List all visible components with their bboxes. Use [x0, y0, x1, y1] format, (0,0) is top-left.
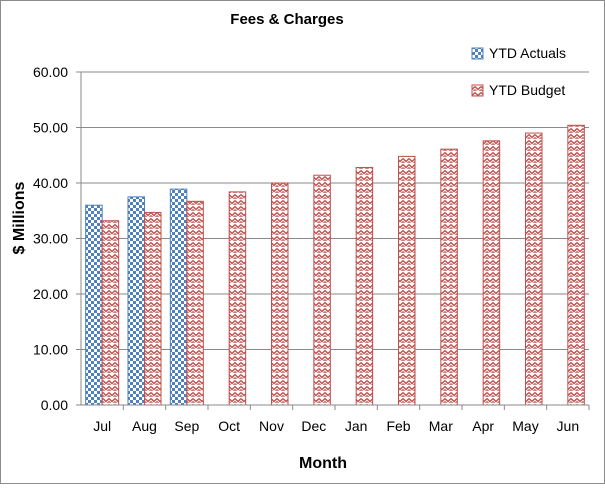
y-tick-label: 50.00	[33, 120, 68, 136]
x-tick-labels: Jul Aug Sep Oct Nov Dec Jan Feb Mar Apr May Jun	[93, 418, 579, 434]
legend-swatch-actuals	[471, 47, 484, 60]
legend-label-budget: YTD Budget	[489, 82, 565, 98]
bar-ytd-budget	[482, 140, 501, 406]
y-axis-label: $ Millions	[11, 181, 28, 254]
bar-ytd-budget	[228, 191, 247, 406]
bar-ytd-budget	[313, 174, 331, 406]
legend-swatch-budget	[471, 84, 484, 97]
bar-ytd-budget	[567, 124, 585, 406]
x-tick-label: Feb	[386, 418, 410, 434]
bar-ytd-actuals	[169, 188, 188, 406]
x-tick-label: Jan	[345, 418, 368, 434]
bar-ytd-budget	[101, 220, 120, 406]
x-tick-label: Apr	[472, 418, 494, 434]
y-tick-label: 40.00	[33, 175, 68, 191]
x-tick-label: Nov	[259, 418, 284, 434]
y-tick-label: 0.00	[41, 397, 68, 413]
y-tick-label: 60.00	[33, 64, 68, 80]
bar-ytd-budget	[440, 148, 458, 406]
x-tick-label: May	[512, 418, 538, 434]
x-tick-label: Jul	[93, 418, 111, 434]
axes	[80, 72, 590, 410]
x-axis-label: Month	[299, 455, 347, 472]
bar-ytd-budget	[144, 211, 162, 406]
y-tick-label: 10.00	[33, 342, 68, 358]
bar-ytd-budget	[525, 132, 543, 406]
bar-ytd-actuals	[85, 204, 103, 406]
bar-ytd-budget	[355, 166, 374, 406]
x-tick-label: Sep	[174, 418, 199, 434]
chart-title: Fees & Charges	[230, 11, 343, 28]
x-tick-label: Jun	[557, 418, 580, 434]
y-tick-label: 30.00	[33, 231, 68, 247]
bars	[85, 124, 585, 406]
y-tick-label: 20.00	[33, 286, 68, 302]
gridlines	[76, 71, 589, 406]
x-tick-label: Dec	[301, 418, 326, 434]
bar-ytd-budget	[271, 182, 289, 406]
bar-ytd-budget	[398, 155, 416, 406]
legend: YTD Actuals YTD Budget	[471, 45, 566, 98]
legend-label-actuals: YTD Actuals	[489, 45, 566, 61]
bar-ytd-actuals	[127, 196, 145, 406]
bar-ytd-budget	[186, 200, 204, 406]
x-tick-label: Mar	[429, 418, 453, 434]
y-tick-labels: 0.00 10.00 20.00 30.00 40.00 50.00 60.00	[33, 64, 68, 413]
x-tick-label: Aug	[132, 418, 157, 434]
x-tick-label: Oct	[218, 418, 240, 434]
